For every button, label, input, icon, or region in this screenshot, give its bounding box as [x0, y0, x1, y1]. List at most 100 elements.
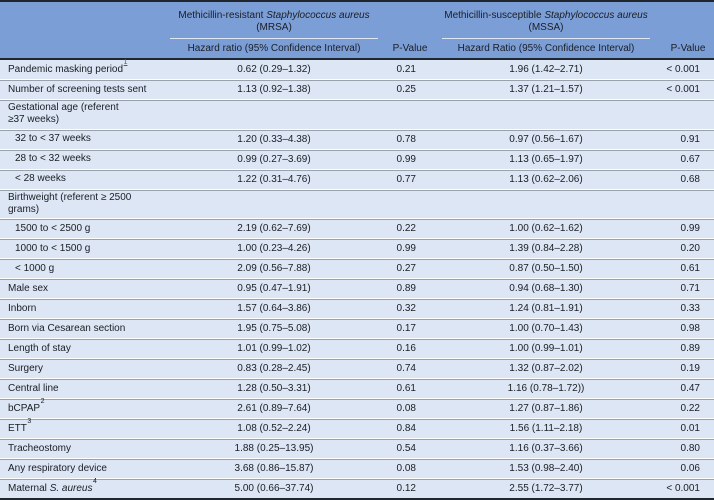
mssa-p-cell: 0.20 [680, 243, 700, 254]
mrsa-hr-cell: 1.57 (0.64–3.86) [237, 303, 311, 314]
table-row: Male sex 0.95 (0.47–1.91) 0.89 0.94 (0.68–1… [0, 279, 714, 299]
mssa-pvalue-column-header: P-Value [670, 43, 706, 54]
table-row: bCPAP2 2.61 (0.89–7.64) 0.08 1.27 (0.87–1.8… [0, 398, 714, 419]
table-row: < 1000 g 2.09 (0.56–7.88) 0.27 0.87 (0.50–1… [0, 259, 714, 279]
table-row: Surgery 0.83 (0.28–2.45) 0.74 1.32 (0.87–2.… [0, 359, 714, 379]
mrsa-p-cell: 0.99 [396, 243, 416, 254]
mssa-p-cell: 0.22 [680, 403, 700, 414]
table-row: < 28 weeks 1.22 (0.31–4.76) 0.77 1.13 (0.62… [0, 169, 714, 190]
mrsa-hr-cell: 1.20 (0.33–4.38) [237, 133, 311, 145]
table-row: Maternal S. aureus4 5.00 (0.66–37.74) 0.12… [0, 478, 714, 498]
row-label: Number of screening tests sent [8, 83, 147, 95]
group-header-row: Methicillin-resistant Staphylococcus aur… [0, 2, 714, 39]
mrsa-group-title: Methicillin-resistant Staphylococcus aur… [178, 10, 370, 21]
table-body: Pandemic masking period1 0.62 (0.29–1.32)… [0, 59, 714, 498]
mrsa-p-cell: 0.22 [396, 223, 416, 234]
predictor-header-cell [0, 2, 158, 39]
mrsa-p-cell: 0.74 [396, 363, 416, 374]
mssa-p-cell: 0.89 [680, 343, 700, 354]
mrsa-hr-cell: 0.99 (0.27–3.69) [237, 153, 311, 165]
mssa-p-cell: 0.06 [680, 463, 700, 474]
table-row: Pandemic masking period1 0.62 (0.29–1.32)… [0, 59, 714, 80]
mssa-hr-cell: 1.32 (0.87–2.02) [509, 363, 583, 374]
footnote-marker: 2 [40, 398, 45, 406]
table-row: Inborn 1.57 (0.64–3.86) 0.32 1.24 (0.81–1.9… [0, 299, 714, 319]
mrsa-p-cell: 0.25 [396, 84, 416, 95]
mssa-p-cell: 0.47 [680, 383, 700, 394]
mssa-hr-cell: 1.13 (0.62–2.06) [509, 173, 583, 185]
mssa-hr-cell: 1.13 (0.65–1.97) [509, 153, 583, 165]
mrsa-hr-cell: 0.95 (0.47–1.91) [237, 283, 311, 294]
table-row: Length of stay 1.01 (0.99–1.02) 0.16 1.00 (… [0, 339, 714, 359]
mrsa-p-cell: 0.78 [396, 133, 416, 145]
row-label: Any respiratory device [8, 462, 107, 474]
mrsa-hr-cell: 1.13 (0.92–1.38) [237, 84, 311, 95]
mssa-p-cell: 0.99 [680, 223, 700, 234]
row-label: Birthweight (referent ≥ 2500 grams) [8, 191, 132, 215]
mrsa-pvalue-column-header: P-Value [392, 43, 428, 54]
mrsa-group-abbrev: (MRSA) [256, 22, 292, 33]
mrsa-hr-cell: 1.08 (0.52–2.24) [237, 423, 311, 434]
row-label: Surgery [8, 362, 44, 374]
mrsa-hr-cell: 2.19 (0.62–7.69) [237, 223, 311, 234]
mssa-hr-cell: 1.56 (1.11–2.18) [509, 423, 583, 434]
mssa-hr-cell: 1.37 (1.21–1.57) [509, 84, 583, 95]
mrsa-p-cell: 0.89 [396, 283, 416, 294]
section-row: Birthweight (referent ≥ 2500 grams) [0, 189, 714, 219]
mssa-p-cell: 0.01 [680, 423, 700, 434]
mssa-group-abbrev: (MSSA) [528, 22, 564, 33]
table-header: Methicillin-resistant Staphylococcus aur… [0, 2, 714, 60]
mrsa-hr-cell: 2.61 (0.89–7.64) [237, 403, 311, 414]
mrsa-hr-cell: 1.22 (0.31–4.76) [237, 173, 311, 185]
mssa-p-cell: < 0.001 [666, 64, 700, 75]
mrsa-hr-cell: 2.09 (0.56–7.88) [237, 263, 311, 274]
row-label: 32 to < 37 weeks [15, 133, 91, 144]
mssa-hr-cell: 0.97 (0.56–1.67) [509, 133, 583, 145]
table-row: Central line 1.28 (0.50–3.31) 0.61 1.16 (0.… [0, 379, 714, 399]
mssa-hr-cell: 1.16 (0.37–3.66) [509, 443, 583, 454]
mssa-hr-cell: 1.96 (1.42–2.71) [509, 64, 583, 75]
mrsa-p-cell: 0.08 [396, 463, 416, 474]
mrsa-hr-cell: 1.88 (0.25–13.95) [234, 443, 314, 454]
mrsa-hr-cell: 5.00 (0.66–37.74) [234, 483, 314, 494]
footnote-marker: 3 [27, 418, 32, 426]
footnote-marker[interactable]: 1 [123, 59, 128, 67]
mssa-p-cell: 0.19 [680, 363, 700, 374]
row-label: Male sex [8, 282, 49, 294]
section-row: Gestational age (referent ≥37 weeks) [0, 100, 714, 130]
mssa-hr-cell: 1.53 (0.98–2.40) [509, 463, 583, 474]
mssa-group-header: Methicillin-susceptible Staphylococcus a… [430, 2, 662, 39]
row-label: Tracheostomy [8, 442, 71, 454]
mssa-p-cell: 0.67 [680, 153, 700, 165]
group-underline [170, 38, 378, 39]
mrsa-p-cell: 0.08 [396, 403, 416, 414]
mssa-group-title: Methicillin-susceptible Staphylococcus a… [444, 10, 648, 21]
mssa-hr-cell: 0.94 (0.68–1.30) [509, 283, 583, 294]
mssa-hr-cell: 1.24 (0.81–1.91) [509, 303, 583, 314]
spacer-cell [662, 2, 714, 39]
mssa-hr-cell: 1.00 (0.99–1.01) [509, 343, 583, 354]
mssa-p-cell: < 0.001 [666, 84, 700, 95]
row-label: Pandemic masking period1 [8, 59, 128, 75]
mrsa-p-cell: 0.21 [396, 64, 416, 75]
row-label: < 28 weeks [15, 173, 66, 184]
mssa-p-cell: < 0.001 [666, 483, 700, 494]
mrsa-p-cell: 0.84 [396, 423, 416, 434]
row-label: Gestational age (referent ≥37 weeks) [8, 102, 119, 126]
row-label: Central line [8, 382, 59, 394]
table-row: Any respiratory device 3.68 (0.86–15.87) 0… [0, 459, 714, 479]
row-label: Born via Cesarean section [8, 322, 126, 334]
mssa-hr-cell: 0.87 (0.50–1.50) [509, 263, 583, 274]
table-row: 1500 to < 2500 g 2.19 (0.62–7.69) 0.22 1.00… [0, 219, 714, 239]
mrsa-p-cell: 0.12 [396, 483, 416, 494]
mrsa-p-cell: 0.61 [396, 383, 416, 394]
mrsa-hr-cell: 0.62 (0.29–1.32) [237, 64, 311, 75]
table-row: 32 to < 37 weeks 1.20 (0.33–4.38) 0.78 0.97… [0, 129, 714, 150]
spacer-cell [390, 2, 430, 39]
table-row: 1000 to < 1500 g 1.00 (0.23–4.26) 0.99 1.39… [0, 239, 714, 259]
mssa-hr-cell: 1.16 (0.78–1.72)) [507, 383, 585, 394]
mssa-p-cell: 0.80 [680, 443, 700, 454]
mrsa-p-cell: 0.17 [396, 323, 416, 334]
mssa-hr-cell: 1.27 (0.87–1.86) [509, 403, 583, 414]
